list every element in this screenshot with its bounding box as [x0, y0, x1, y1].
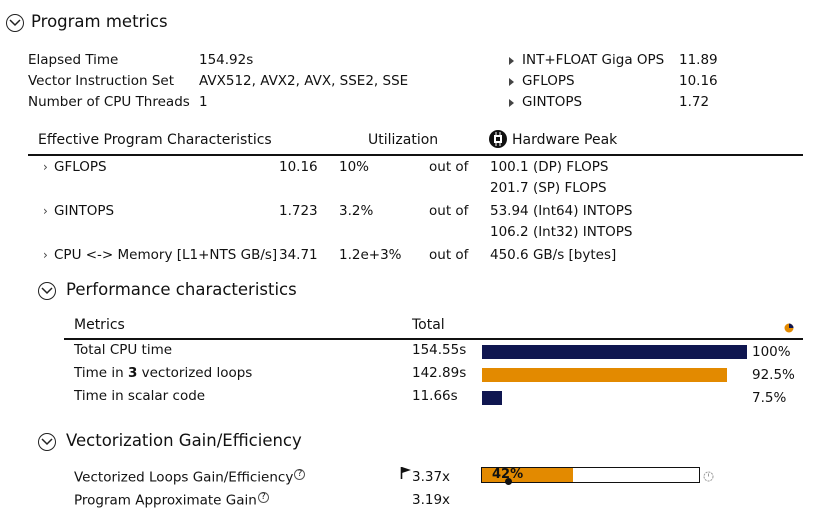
perf-row-total: 154.55s	[412, 342, 467, 358]
collapse-vectorization-icon[interactable]	[38, 433, 56, 451]
expand-triangle-icon[interactable]	[509, 78, 514, 86]
orange-dot-icon	[784, 321, 794, 333]
characteristic-name: CPU <-> Memory [L1+NTS GB/s]	[54, 247, 278, 263]
metric-value: 10.16	[679, 73, 718, 89]
metric-label: Number of CPU Threads	[28, 94, 190, 110]
metric-label: INT+FLOAT Giga OPS	[522, 52, 665, 68]
gain-value: 3.37x	[412, 469, 451, 485]
collapse-program-metrics-icon[interactable]	[6, 14, 24, 32]
expand-triangle-icon[interactable]	[509, 57, 514, 65]
hardware-peak-header: Hardware Peak	[512, 132, 618, 148]
help-icon[interactable]: ?	[257, 492, 269, 503]
perf-row-total: 11.66s	[412, 388, 458, 404]
metric-value: 1	[199, 94, 208, 110]
characteristic-name: GINTOPS	[54, 203, 115, 219]
timer-icon	[703, 470, 714, 482]
approx-gain-value: 3.19x	[412, 492, 451, 508]
efficiency-bar-track: 42%	[481, 467, 700, 485]
characteristic-value: 10.16	[279, 159, 318, 175]
help-icon[interactable]: ?	[294, 469, 306, 480]
total-header: Total	[412, 317, 445, 333]
metric-value: 1.72	[679, 94, 710, 110]
expand-triangle-icon[interactable]	[509, 99, 514, 107]
peak-value: 106.2 (Int32) INTOPS	[490, 224, 633, 240]
chevron-right-icon[interactable]: ›	[43, 204, 48, 218]
metrics-header: Metrics	[74, 317, 125, 333]
utilization-value: 3.2%	[339, 203, 374, 219]
efficiency-bar-fill	[482, 468, 573, 482]
utilization-value: 10%	[339, 159, 370, 175]
flag-icon	[400, 466, 412, 480]
marker-dot-icon	[505, 478, 512, 485]
program-metrics-title: Program metrics	[31, 12, 168, 31]
approx-gain-label: Program Approximate Gain?	[74, 492, 269, 509]
peak-value: 100.1 (DP) FLOPS	[490, 159, 609, 175]
peak-value: 450.6 GB/s [bytes]	[490, 247, 617, 263]
characteristic-value: 34.71	[279, 247, 318, 263]
chevron-right-icon[interactable]: ›	[43, 160, 48, 174]
peak-value: 53.94 (Int64) INTOPS	[490, 203, 633, 219]
perf-row-label: Time in 3 vectorized loops	[74, 365, 253, 381]
chip-icon	[488, 129, 508, 149]
table-divider	[28, 154, 803, 156]
metric-label: Vector Instruction Set	[28, 73, 175, 89]
out-of-label: out of	[429, 159, 469, 175]
performance-title: Performance characteristics	[66, 280, 297, 299]
utilization-value: 1.2e+3%	[339, 247, 402, 263]
utilization-header: Utilization	[368, 132, 439, 148]
metric-value: AVX512, AVX2, AVX, SSE2, SSE	[199, 73, 409, 89]
effective-header: Effective Program Characteristics	[38, 132, 272, 148]
metric-value: 154.92s	[199, 52, 254, 68]
out-of-label: out of	[429, 247, 469, 263]
metric-label: Elapsed Time	[28, 52, 119, 68]
perf-row-label: Time in scalar code	[74, 388, 206, 404]
metric-label: GFLOPS	[522, 73, 575, 89]
perf-bar	[482, 368, 727, 382]
peak-value: 201.7 (SP) FLOPS	[490, 180, 607, 196]
efficiency-pct: 42%	[492, 467, 524, 482]
perf-row-pct: 92.5%	[752, 367, 795, 383]
characteristic-value: 1.723	[279, 203, 318, 219]
perf-bar	[482, 391, 502, 405]
perf-row-pct: 100%	[752, 344, 791, 360]
perf-bar	[482, 345, 747, 359]
vectorization-title: Vectorization Gain/Efficiency	[66, 431, 302, 450]
table-divider	[64, 338, 803, 340]
characteristic-name: GFLOPS	[54, 159, 107, 175]
collapse-performance-icon[interactable]	[38, 282, 56, 300]
metric-label: GINTOPS	[522, 94, 583, 110]
out-of-label: out of	[429, 203, 469, 219]
metric-value: 11.89	[679, 52, 718, 68]
perf-row-label: Total CPU time	[74, 342, 173, 358]
perf-row-pct: 7.5%	[752, 390, 787, 406]
perf-row-total: 142.89s	[412, 365, 467, 381]
gain-efficiency-label: Vectorized Loops Gain/Efficiency?	[74, 469, 306, 486]
chevron-right-icon[interactable]: ›	[43, 248, 48, 262]
